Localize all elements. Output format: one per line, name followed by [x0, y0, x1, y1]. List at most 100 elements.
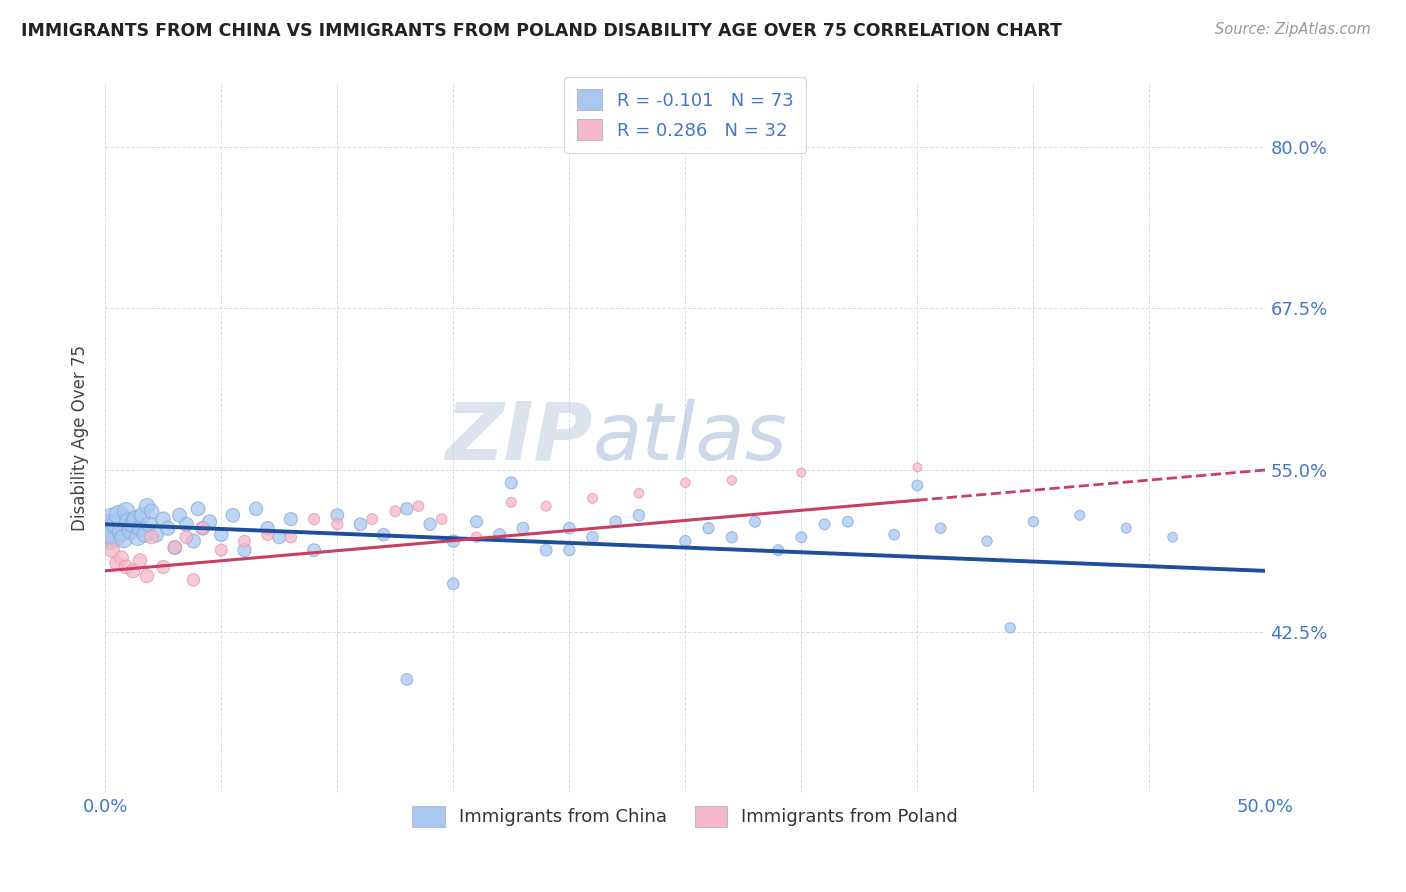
Point [627, 508, 650, 523]
Point [110, 550, 132, 565]
Point [103, 527, 125, 541]
Point [488, 527, 510, 541]
Point [256, 521, 278, 535]
Point [441, 534, 464, 549]
Point [209, 543, 232, 558]
Point [790, 530, 813, 544]
Point [605, 515, 627, 529]
Point [501, 495, 523, 509]
Point [176, 517, 198, 532]
Y-axis label: Disability Age Over 75: Disability Age Over 75 [72, 344, 89, 531]
Point [905, 478, 928, 492]
Point [883, 527, 905, 541]
Point [361, 512, 384, 526]
Point [395, 673, 418, 687]
Point [129, 553, 152, 567]
Point [408, 499, 430, 513]
Point [465, 515, 488, 529]
Point [120, 524, 142, 538]
Point [222, 508, 245, 523]
Text: ZIP: ZIP [446, 399, 592, 476]
Point [929, 521, 952, 535]
Point [176, 530, 198, 544]
Point [280, 530, 302, 544]
Point [163, 541, 186, 555]
Point [280, 512, 302, 526]
Point [187, 501, 209, 516]
Point [233, 534, 256, 549]
Point [256, 527, 278, 541]
Point [105, 556, 128, 570]
Point [766, 543, 789, 558]
Point [136, 499, 159, 513]
Point [744, 515, 766, 529]
Point [976, 534, 998, 549]
Point [145, 527, 167, 541]
Point [134, 527, 156, 541]
Point [191, 521, 214, 535]
Point [138, 517, 160, 532]
Point [790, 466, 813, 480]
Point [152, 512, 174, 526]
Point [558, 543, 581, 558]
Point [131, 508, 153, 523]
Point [98, 530, 121, 544]
Point [233, 543, 256, 558]
Point [720, 530, 742, 544]
Point [1115, 521, 1137, 535]
Point [191, 521, 214, 535]
Point [302, 543, 325, 558]
Point [813, 517, 835, 532]
Point [512, 521, 534, 535]
Point [395, 501, 418, 516]
Point [1069, 508, 1091, 523]
Point [627, 486, 650, 500]
Point [141, 530, 163, 544]
Point [326, 508, 349, 523]
Point [127, 530, 149, 544]
Point [122, 517, 145, 532]
Point [302, 512, 325, 526]
Point [673, 475, 696, 490]
Point [105, 517, 128, 532]
Point [558, 521, 581, 535]
Point [534, 543, 557, 558]
Point [129, 521, 152, 535]
Point [117, 515, 139, 529]
Point [673, 534, 696, 549]
Point [1161, 530, 1184, 544]
Point [373, 527, 395, 541]
Legend: Immigrants from China, Immigrants from Poland: Immigrants from China, Immigrants from P… [405, 799, 966, 834]
Point [136, 569, 159, 583]
Point [349, 517, 371, 532]
Point [163, 541, 186, 555]
Text: atlas: atlas [592, 399, 787, 476]
Point [101, 543, 124, 558]
Point [269, 530, 291, 544]
Point [697, 521, 720, 535]
Point [115, 560, 138, 574]
Point [101, 512, 124, 526]
Point [141, 504, 163, 518]
Point [245, 501, 267, 516]
Point [441, 576, 464, 591]
Text: IMMIGRANTS FROM CHINA VS IMMIGRANTS FROM POLAND DISABILITY AGE OVER 75 CORRELATI: IMMIGRANTS FROM CHINA VS IMMIGRANTS FROM… [21, 22, 1062, 40]
Point [1022, 515, 1045, 529]
Point [837, 515, 859, 529]
Point [384, 504, 406, 518]
Point [430, 512, 453, 526]
Point [209, 527, 232, 541]
Point [152, 560, 174, 574]
Point [110, 524, 132, 539]
Point [501, 475, 523, 490]
Point [108, 508, 131, 523]
Text: Source: ZipAtlas.com: Source: ZipAtlas.com [1215, 22, 1371, 37]
Point [96, 521, 118, 535]
Point [465, 530, 488, 544]
Point [326, 517, 349, 532]
Point [720, 473, 742, 487]
Point [183, 534, 205, 549]
Point [581, 491, 603, 506]
Point [156, 521, 179, 535]
Point [115, 504, 138, 518]
